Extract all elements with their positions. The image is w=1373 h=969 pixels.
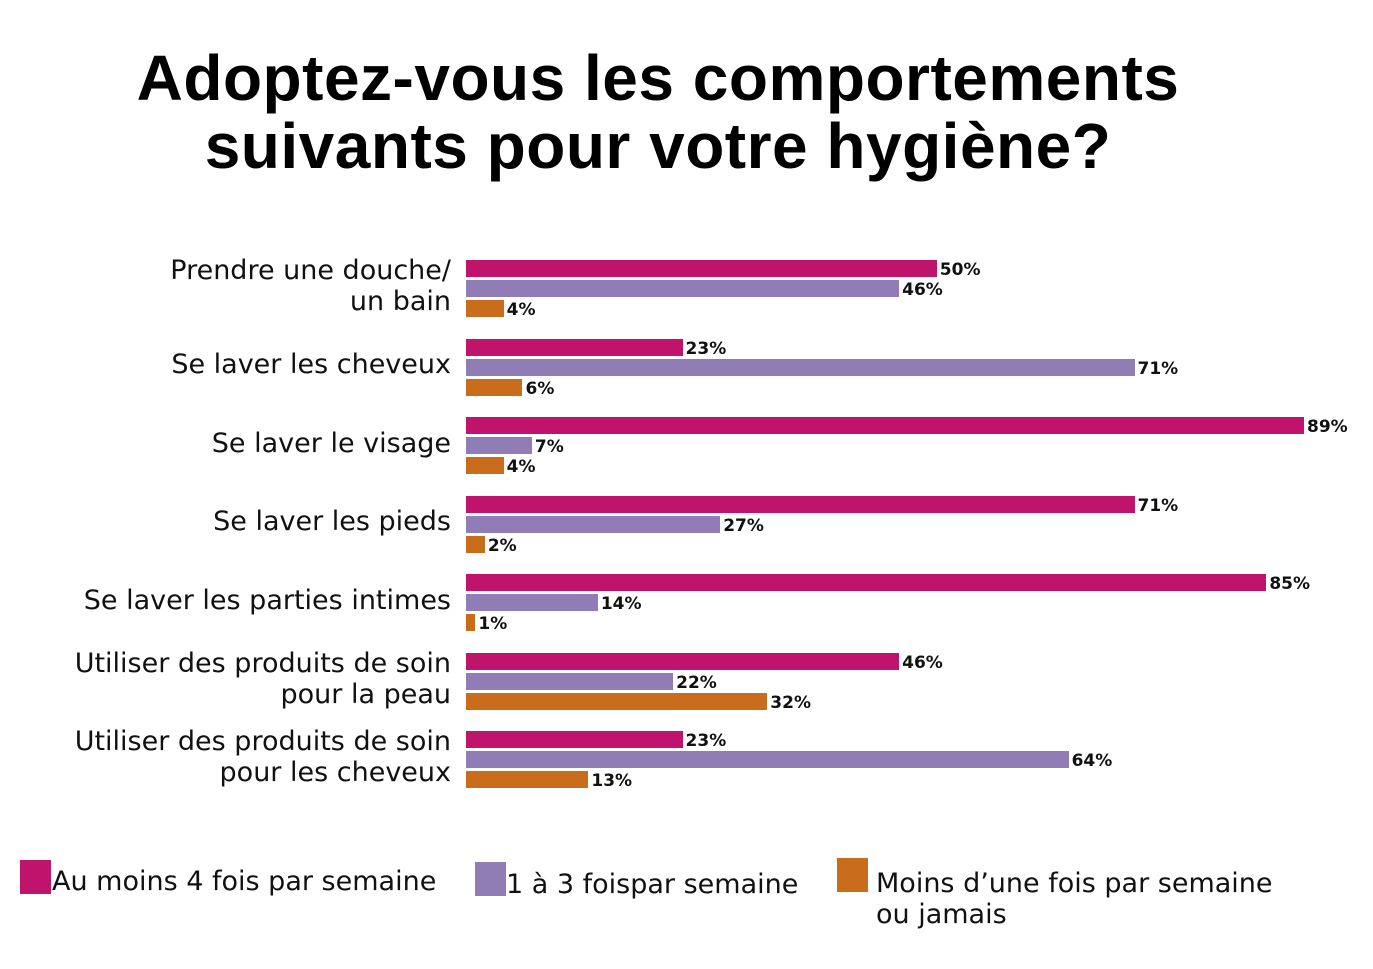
bar [466,260,937,277]
data-label: 71% [1137,358,1179,379]
bar [466,652,900,670]
category-label: Se laver les parties intimes [83,584,451,616]
bar [466,300,504,317]
bar [466,614,476,631]
data-label: 89% [1307,417,1348,437]
bar [466,358,1135,376]
data-label: 14% [600,594,642,614]
bar [466,495,1135,513]
data-label: 13% [591,771,633,791]
bar [466,574,1267,591]
data-label: 22% [676,672,717,693]
data-label: 71% [1137,495,1179,516]
bar [466,378,523,396]
legend-label: Au moins 4 fois par semaine [52,866,437,897]
data-label: 46% [902,280,943,300]
category-label: Utiliser des produits de soin pour la pe… [74,647,451,710]
data-label: 2% [487,535,517,556]
bar [466,594,598,611]
data-label: 50% [939,260,981,280]
bar [466,457,504,474]
legend-swatch [20,860,51,894]
category-label: Prendre une douche/ un bain [170,255,451,317]
data-label: 6% [525,378,555,399]
bar [466,280,900,297]
bar [466,535,485,553]
data-label: 85% [1269,574,1311,594]
bar [466,515,721,533]
data-label: 1% [478,614,508,634]
bar [466,672,674,690]
category-label: Se laver les cheveux [171,349,451,380]
category-label: Utiliser des produits de soin pour les c… [74,726,451,788]
data-label: 23% [685,338,727,359]
data-label: 23% [685,731,727,751]
bar [466,751,1069,768]
bar [466,417,1304,434]
data-label: 64% [1071,751,1113,771]
category-label: Se laver le visage [211,427,451,459]
data-label: 32% [770,692,811,713]
bar [466,437,532,454]
data-label: 4% [506,457,536,477]
legend-label: Moins d’une fois par semaine ou jamais [876,868,1273,930]
data-label: 27% [723,515,764,536]
chart-title: Adoptez-vous les comportements suivants … [136,42,1180,182]
bar [466,731,683,748]
bar [466,692,768,710]
bar [466,771,589,788]
data-label: 4% [506,300,536,320]
legend-swatch [475,862,506,896]
legend-swatch [837,858,868,892]
data-label: 7% [534,437,564,457]
data-label: 46% [902,652,943,673]
category-label: Se laver les pieds [213,506,451,537]
legend-label: 1 à 3 foispar semaine [506,869,799,900]
bar [466,338,683,356]
